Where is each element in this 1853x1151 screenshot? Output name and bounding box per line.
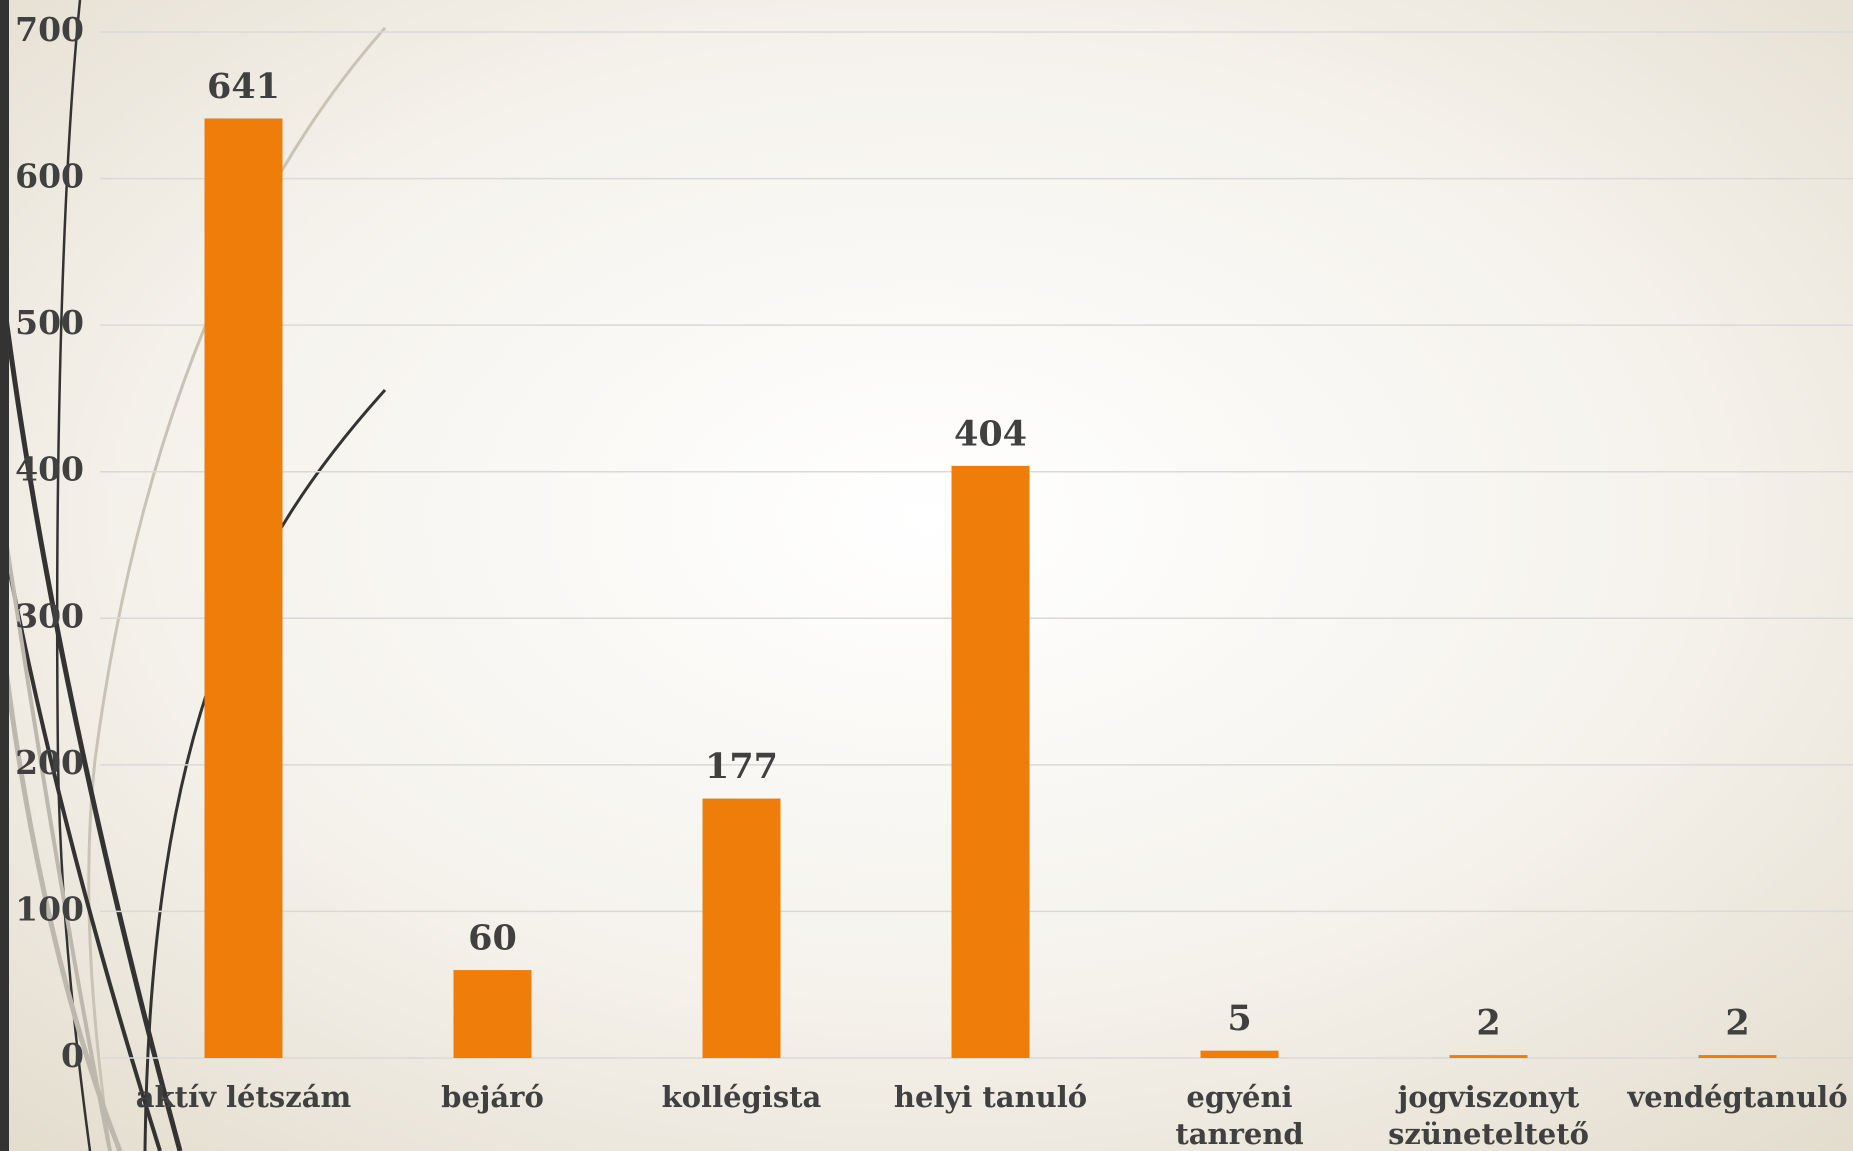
value-label: 2 <box>1725 1003 1749 1044</box>
y-tick-label: 300 <box>15 596 84 635</box>
x-tick-label: aktív létszám <box>136 1080 352 1114</box>
y-tick-label: 200 <box>15 743 84 782</box>
x-tick-label: helyi tanuló <box>894 1080 1087 1114</box>
x-tick-label: bejáró <box>441 1080 544 1114</box>
bar <box>952 466 1030 1058</box>
y-tick-label: 100 <box>15 889 84 928</box>
value-label: 404 <box>954 413 1027 454</box>
bar <box>1201 1051 1279 1058</box>
value-label: 177 <box>705 746 778 787</box>
value-label: 60 <box>468 918 517 959</box>
x-tick-label: kollégista <box>662 1080 822 1114</box>
bar <box>454 970 532 1058</box>
y-tick-label: 0 <box>61 1036 84 1075</box>
bar <box>703 799 781 1058</box>
bar <box>1699 1055 1777 1058</box>
y-tick-label: 700 <box>15 10 84 49</box>
value-label: 641 <box>207 66 280 107</box>
bar <box>205 118 283 1058</box>
bar <box>1450 1055 1528 1058</box>
y-tick-label: 400 <box>15 450 84 489</box>
x-tick-label: vendégtanuló <box>1626 1080 1847 1114</box>
y-tick-label: 500 <box>15 303 84 342</box>
y-tick-label: 600 <box>15 157 84 196</box>
chart: 0 100 200 300 400 500 600 700 641 aktív létszám 60… <box>0 0 1853 1151</box>
value-label: 2 <box>1476 1003 1500 1044</box>
value-label: 5 <box>1227 998 1251 1039</box>
side-strip <box>0 0 9 1151</box>
